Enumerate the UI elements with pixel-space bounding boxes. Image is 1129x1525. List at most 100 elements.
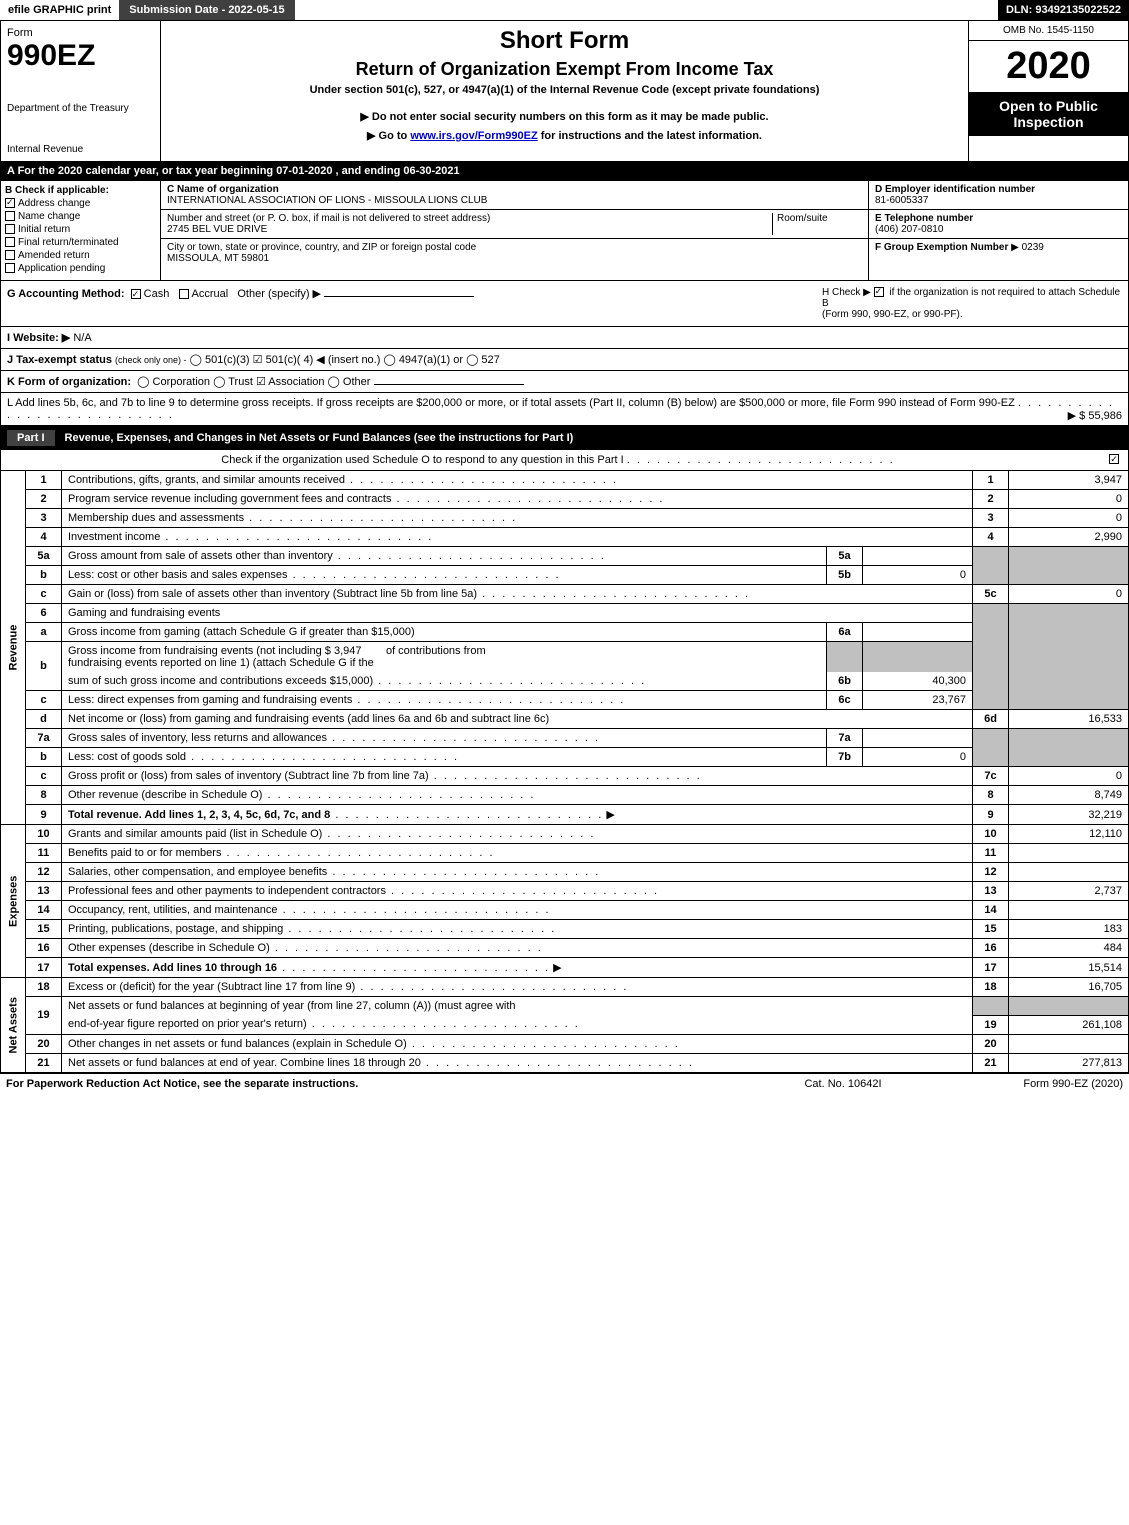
ein-value: 81-6005337: [875, 195, 1122, 206]
header-right: OMB No. 1545-1150 2020 Open to Public In…: [968, 21, 1128, 161]
expenses-rotated-label: Expenses: [1, 825, 26, 978]
website-label: I Website: ▶: [7, 332, 70, 344]
dln-label: DLN: 93492135022522: [998, 0, 1129, 20]
line-desc: Professional fees and other payments to …: [62, 882, 973, 901]
chk-initial-return[interactable]: Initial return: [5, 224, 156, 235]
line-box: 6d: [973, 710, 1009, 729]
footer-catno: Cat. No. 10642I: [743, 1078, 943, 1090]
checkbox-icon: [874, 287, 884, 297]
chk-address-change[interactable]: Address change: [5, 198, 156, 209]
checkbox-icon: [179, 289, 189, 299]
line-desc: Excess or (deficit) for the year (Subtra…: [62, 978, 973, 997]
accounting-accrual: Accrual: [192, 288, 229, 300]
other-specify-line: [324, 296, 474, 297]
line-val: 16,533: [1009, 710, 1129, 729]
line-mid: 5a: [827, 547, 863, 566]
line-num: b: [26, 566, 62, 585]
line-desc: Contributions, gifts, grants, and simila…: [62, 471, 973, 490]
grey-cell: [1009, 997, 1129, 1016]
grey-cell: [1009, 604, 1129, 710]
line-num: b: [26, 642, 62, 691]
phone-value: (406) 207-0810: [875, 224, 1122, 235]
part-1-title: Revenue, Expenses, and Changes in Net As…: [65, 432, 574, 444]
line-desc: Gain or (loss) from sale of assets other…: [62, 585, 973, 604]
dept-irs: Internal Revenue: [7, 144, 154, 155]
line-17: 17 Total expenses. Add lines 10 through …: [1, 958, 1129, 978]
line-6c: c Less: direct expenses from gaming and …: [1, 691, 1129, 710]
checkbox-icon: [1109, 454, 1119, 464]
line-5a: 5a Gross amount from sale of assets othe…: [1, 547, 1129, 566]
note-goto-pre: ▶ Go to: [367, 130, 410, 142]
line-desc: Net income or (loss) from gaming and fun…: [62, 710, 973, 729]
line-14: 14 Occupancy, rent, utilities, and maint…: [1, 901, 1129, 920]
section-g: G Accounting Method: Cash Accrual Other …: [7, 287, 822, 320]
line-box: 8: [973, 786, 1009, 805]
line-box: 12: [973, 863, 1009, 882]
chk-final-return[interactable]: Final return/terminated: [5, 237, 156, 248]
line-6d: d Net income or (loss) from gaming and f…: [1, 710, 1129, 729]
section-l-text: L Add lines 5b, 6c, and 7b to line 9 to …: [7, 397, 1015, 409]
line-box: 11: [973, 844, 1009, 863]
line-val: 3,947: [1009, 471, 1129, 490]
line-val: 15,514: [1009, 958, 1129, 978]
chk-amended-return[interactable]: Amended return: [5, 250, 156, 261]
revenue-rotated-label: Revenue: [1, 471, 26, 825]
line-num: c: [26, 691, 62, 710]
grey-cell: [827, 642, 863, 673]
chk-name-change[interactable]: Name change: [5, 211, 156, 222]
line-num: 21: [26, 1053, 62, 1072]
grey-cell: [973, 604, 1009, 710]
line-val: 16,705: [1009, 978, 1129, 997]
line-midval: 0: [863, 566, 973, 585]
line-desc: Salaries, other compensation, and employ…: [62, 863, 973, 882]
line-num: 3: [26, 509, 62, 528]
part-1-label: Part I: [7, 430, 55, 446]
form-org-label: K Form of organization:: [7, 376, 131, 388]
city-value: MISSOULA, MT 59801: [167, 253, 862, 264]
line-16: 16 Other expenses (describe in Schedule …: [1, 939, 1129, 958]
phone-label: E Telephone number: [875, 213, 1122, 224]
line-desc: sum of such gross income and contributio…: [62, 672, 827, 691]
line-13: 13 Professional fees and other payments …: [1, 882, 1129, 901]
row-a-tax-year: A For the 2020 calendar year, or tax yea…: [0, 162, 1129, 181]
line-3: 3 Membership dues and assessments 3 0: [1, 509, 1129, 528]
org-name: INTERNATIONAL ASSOCIATION OF LIONS - MIS…: [167, 195, 862, 206]
line-val: [1009, 901, 1129, 920]
chk-application-pending[interactable]: Application pending: [5, 263, 156, 274]
note-goto-post: for instructions and the latest informat…: [541, 130, 762, 142]
line-val: 2,990: [1009, 528, 1129, 547]
dept-treasury: Department of the Treasury: [7, 103, 154, 114]
line-21: 21 Net assets or fund balances at end of…: [1, 1053, 1129, 1072]
line-midval: [863, 729, 973, 748]
form-header: Form 990EZ Department of the Treasury In…: [0, 21, 1129, 162]
top-bar: efile GRAPHIC print Submission Date - 20…: [0, 0, 1129, 21]
checkbox-icon: [5, 237, 15, 247]
form-org-options: ◯ Corporation ◯ Trust ☑ Association ◯ Ot…: [137, 376, 370, 388]
irs-link[interactable]: www.irs.gov/Form990EZ: [410, 130, 537, 142]
section-l: L Add lines 5b, 6c, and 7b to line 9 to …: [0, 393, 1129, 426]
line-num: 7a: [26, 729, 62, 748]
line-desc: Investment income: [62, 528, 973, 547]
line-mid: 6c: [827, 691, 863, 710]
part-1-check-text: Check if the organization used Schedule …: [221, 454, 623, 466]
line-7b: b Less: cost of goods sold 7b 0: [1, 748, 1129, 767]
line-desc: Program service revenue including govern…: [62, 490, 973, 509]
omb-number: OMB No. 1545-1150: [969, 21, 1128, 41]
line-desc: Gross amount from sale of assets other t…: [62, 547, 827, 566]
grey-cell: [1009, 547, 1129, 585]
checkbox-icon: [131, 289, 141, 299]
line-20: 20 Other changes in net assets or fund b…: [1, 1034, 1129, 1053]
tax-year: 2020: [969, 41, 1128, 92]
title-under-section: Under section 501(c), 527, or 4947(a)(1)…: [167, 84, 962, 96]
line-box: 5c: [973, 585, 1009, 604]
room-suite-label: Room/suite: [772, 213, 862, 235]
section-k: K Form of organization: ◯ Corporation ◯ …: [0, 371, 1129, 393]
form-word: Form: [7, 27, 154, 39]
line-num: 15: [26, 920, 62, 939]
part-1-table: Revenue 1 Contributions, gifts, grants, …: [0, 471, 1129, 1073]
other-line: [374, 384, 524, 385]
tax-exempt-sub: (check only one) -: [115, 355, 187, 365]
line-box: 4: [973, 528, 1009, 547]
line-desc: Total expenses. Add lines 10 through 16 …: [62, 958, 973, 978]
accounting-cash: Cash: [144, 288, 170, 300]
